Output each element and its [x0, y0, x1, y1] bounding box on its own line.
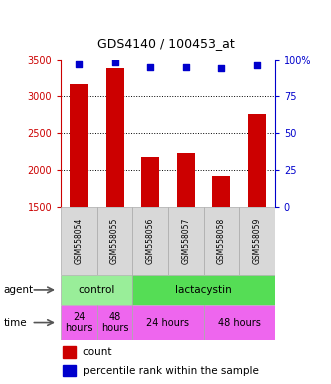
Text: 48 hours: 48 hours	[218, 318, 260, 328]
Bar	[132, 275, 275, 305]
Bar	[204, 207, 239, 275]
Text: GSM558054: GSM558054	[74, 218, 83, 264]
Text: percentile rank within the sample: percentile rank within the sample	[82, 366, 259, 376]
Bar	[106, 68, 123, 207]
Bar	[213, 175, 230, 207]
Text: GSM558058: GSM558058	[217, 218, 226, 264]
Bar	[61, 305, 97, 340]
Point	[76, 61, 82, 67]
Bar	[141, 157, 159, 207]
Bar	[132, 305, 204, 340]
Text: 48
hours: 48 hours	[101, 312, 128, 333]
Text: GSM558059: GSM558059	[253, 218, 261, 264]
Point	[183, 64, 188, 70]
Bar	[168, 207, 204, 275]
Text: count: count	[82, 347, 112, 357]
Text: GSM558057: GSM558057	[181, 218, 190, 264]
Text: control: control	[79, 285, 115, 295]
Text: GSM558055: GSM558055	[110, 218, 119, 264]
Bar	[239, 207, 275, 275]
Text: 24
hours: 24 hours	[65, 312, 93, 333]
Bar	[97, 305, 132, 340]
Point	[112, 60, 117, 66]
Text: GSM558056: GSM558056	[146, 218, 155, 264]
Bar	[248, 114, 266, 207]
Bar	[63, 346, 76, 358]
Text: 24 hours: 24 hours	[147, 318, 189, 328]
Text: agent: agent	[3, 285, 33, 295]
Bar	[63, 365, 76, 376]
Text: GDS4140 / 100453_at: GDS4140 / 100453_at	[97, 37, 234, 50]
Bar	[61, 275, 132, 305]
Bar	[177, 153, 195, 207]
Bar	[204, 305, 275, 340]
Bar	[61, 207, 97, 275]
Point	[148, 64, 153, 70]
Point	[254, 62, 260, 68]
Bar	[132, 207, 168, 275]
Bar	[70, 84, 88, 207]
Text: time: time	[3, 318, 27, 328]
Text: lactacystin: lactacystin	[175, 285, 232, 295]
Bar	[97, 207, 132, 275]
Point	[219, 65, 224, 71]
